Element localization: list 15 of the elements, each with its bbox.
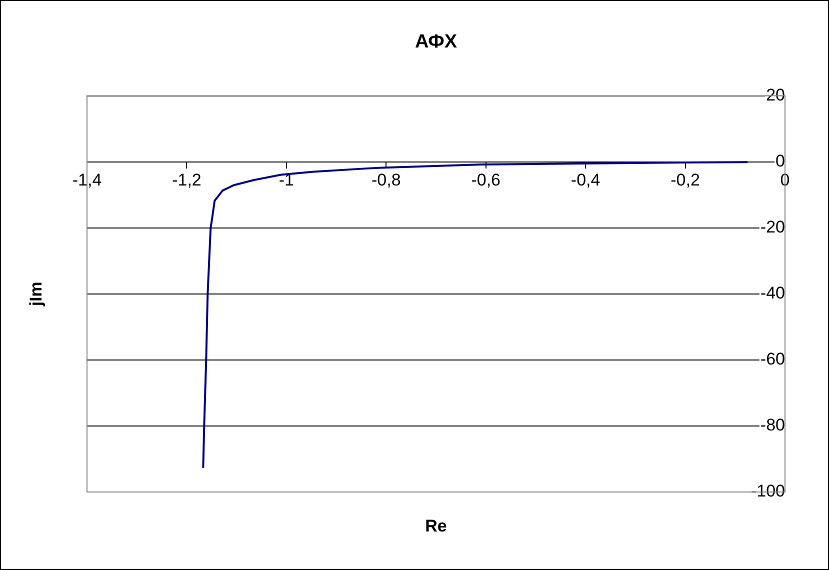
y-tick-label: 20 — [766, 85, 785, 104]
y-tick-label: -40 — [760, 284, 785, 303]
x-tick-label: -0,8 — [371, 170, 401, 190]
y-axis-title: jIm — [26, 282, 46, 308]
x-tick-label: -1,4 — [72, 170, 102, 190]
y-tick-label: -60 — [760, 350, 785, 369]
y-tick-label: -80 — [760, 416, 785, 435]
x-axis-title: Re — [425, 516, 447, 536]
x-tick-label: -0,6 — [471, 170, 501, 190]
y-tick-label: -20 — [760, 218, 785, 237]
x-tick-label: -1,2 — [172, 170, 202, 190]
y-tick-label: 0 — [776, 152, 785, 171]
x-tick-label: -0,2 — [670, 170, 700, 190]
chart-title: АФХ — [414, 32, 458, 53]
x-tick-label: -0,4 — [570, 170, 600, 190]
